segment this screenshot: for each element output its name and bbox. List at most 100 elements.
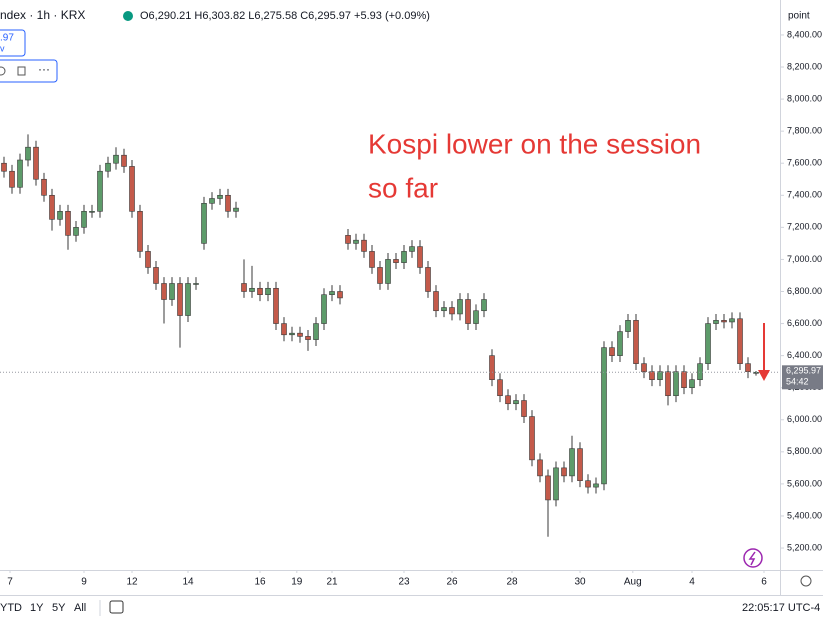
y-tick-label: 7,400.00	[787, 190, 822, 200]
range-button[interactable]: YTD	[0, 602, 22, 614]
y-tick-label: 6,800.00	[787, 286, 822, 296]
candle-body	[281, 323, 287, 336]
candle-body	[1, 162, 7, 172]
symbol: ndex · 1h · KRX	[0, 8, 85, 22]
candle-body	[465, 299, 471, 324]
candle-body	[697, 363, 703, 380]
drawing-toolbar[interactable]	[0, 59, 58, 83]
range-button[interactable]: 1Y	[30, 602, 44, 614]
candle-body	[481, 299, 487, 312]
candle-body	[185, 283, 191, 316]
candle-body	[689, 379, 695, 388]
legend-sub: v	[0, 43, 5, 53]
candle-body	[505, 395, 511, 405]
x-tick-label: 7	[7, 577, 13, 588]
y-tick-label: 7,600.00	[787, 158, 822, 168]
candle-body	[145, 251, 151, 268]
y-tick-label: 5,400.00	[787, 510, 822, 520]
y-tick-label: 5,800.00	[787, 446, 822, 456]
countdown: 54:42	[786, 377, 809, 387]
candle-body	[745, 363, 751, 372]
range-button[interactable]: All	[74, 602, 86, 614]
candle-body	[441, 307, 447, 312]
candle-body	[513, 400, 519, 405]
candle-body	[681, 371, 687, 388]
last-price-tag	[782, 365, 823, 390]
x-tick-label: 12	[126, 577, 138, 588]
candle-body	[569, 448, 575, 477]
candle-body	[345, 235, 351, 244]
x-tick-label: 21	[326, 577, 338, 588]
candle-body	[377, 267, 383, 284]
y-tick-label: 8,200.00	[787, 61, 822, 71]
candle-body	[121, 154, 127, 167]
y-tick-label: 6,000.00	[787, 414, 822, 424]
candle-body	[89, 211, 95, 213]
candle-body	[449, 307, 455, 315]
assistant-icon[interactable]	[743, 548, 763, 568]
candle-body	[617, 331, 623, 356]
candle-body	[297, 332, 303, 337]
candle-body	[369, 251, 375, 268]
x-tick-label: 6	[761, 577, 767, 588]
candle-body	[265, 287, 271, 296]
candle-body	[73, 227, 79, 236]
y-tick-label: 5,600.00	[787, 478, 822, 488]
candle-body	[17, 159, 23, 188]
settings-icon[interactable]	[800, 575, 812, 587]
market-status	[123, 11, 133, 21]
range-button[interactable]: 5Y	[52, 602, 66, 614]
legend-box[interactable]	[0, 29, 26, 57]
candle-body	[529, 416, 535, 461]
x-tick-label: 14	[182, 577, 194, 588]
candle-body	[113, 154, 119, 164]
candle-body	[401, 251, 407, 263]
candle-body	[241, 283, 247, 292]
candle-body	[673, 371, 679, 397]
candle-body	[633, 320, 639, 364]
candle-body	[81, 211, 87, 228]
candle-body	[169, 283, 175, 300]
candle-body	[209, 198, 215, 204]
candle-body	[409, 246, 415, 252]
y-tick-label: 8,400.00	[787, 29, 822, 39]
x-tick-label: 19	[291, 577, 303, 588]
candle-body	[553, 467, 559, 501]
x-tick-label: 26	[446, 577, 458, 588]
delete-icon[interactable]	[17, 66, 26, 76]
icon[interactable]	[0, 66, 6, 76]
y-tick-label: 7,800.00	[787, 126, 822, 136]
candle-body	[129, 166, 135, 212]
candle-body	[545, 475, 551, 501]
candle-body	[65, 211, 71, 236]
candle-body	[97, 170, 103, 212]
more-icon[interactable]: ···	[38, 62, 50, 76]
candle-body	[313, 323, 319, 340]
candle-body	[489, 355, 495, 380]
candle-body	[305, 336, 311, 340]
candle-body	[705, 323, 711, 364]
candle-body	[425, 267, 431, 292]
y-tick-label: 5,200.00	[787, 542, 822, 552]
candle-body	[385, 259, 391, 284]
candle-body	[537, 459, 543, 477]
x-tick-label: 4	[689, 577, 695, 588]
candle-body	[233, 207, 239, 212]
candle-body	[473, 310, 479, 324]
candle-body	[57, 211, 63, 220]
candle-body	[137, 211, 143, 252]
candle-body	[33, 146, 39, 180]
candle-body	[593, 483, 599, 488]
candle-body	[609, 347, 615, 356]
calendar-icon[interactable]	[109, 600, 124, 614]
candle-body	[729, 318, 735, 323]
x-tick-label: Aug	[624, 577, 642, 588]
x-tick-label: 9	[81, 577, 87, 588]
candle-body	[329, 291, 335, 296]
candle-body	[289, 332, 295, 336]
candle-body	[737, 318, 743, 364]
candle-body	[585, 480, 591, 488]
candle-body	[321, 294, 327, 324]
candle-body	[361, 239, 367, 252]
